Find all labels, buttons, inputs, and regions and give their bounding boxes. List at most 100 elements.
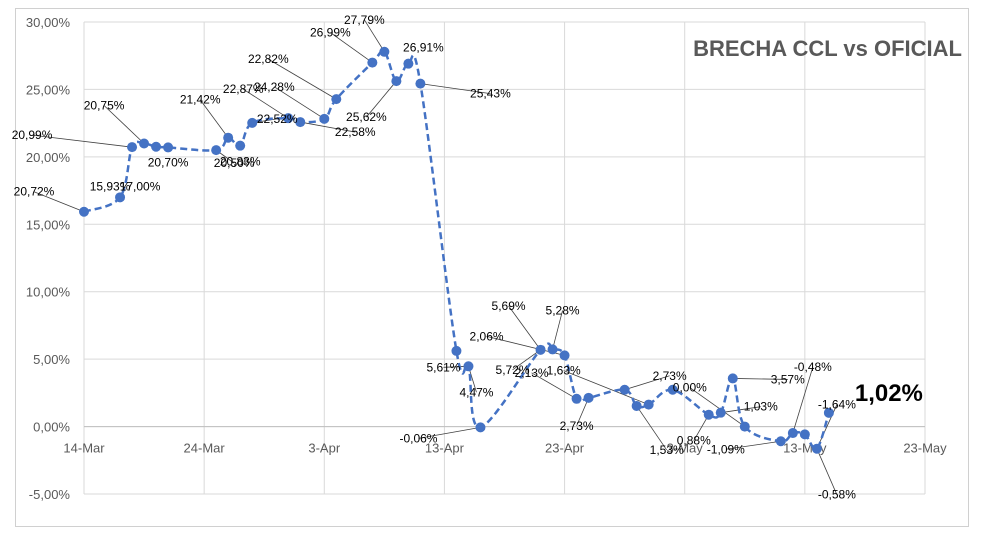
data-label: 27,79% [344,13,385,27]
x-tick-label: 23-Apr [545,441,585,456]
leader-line [418,426,481,439]
data-point [823,407,834,418]
leader-line [816,448,838,495]
data-point [127,142,138,153]
data-point [247,117,258,128]
leader-line [366,80,397,118]
leader-line [563,370,649,405]
leader-line [268,58,337,100]
chart-frame [15,8,969,527]
leader-line [531,372,577,400]
data-point [379,46,390,57]
data-point [715,407,726,418]
data-point [631,400,642,411]
data-point [775,436,786,447]
data-point [787,428,798,439]
data-label: 4,47% [459,385,493,399]
leader-line [720,406,761,414]
leader-line [32,134,133,148]
data-label: 22,82% [248,52,289,66]
leader-line [420,83,491,95]
data-label: 20,50% [214,156,255,170]
y-tick-label: -5,00% [29,487,71,502]
data-label: 25,43% [470,87,511,101]
data-label: 5,61% [426,360,460,374]
data-label: 1,63% [547,364,581,378]
data-point [463,361,474,372]
data-point [415,78,426,89]
x-tick-label: 3-May [667,441,704,456]
data-point [403,58,414,69]
data-point [367,57,378,68]
y-tick-label: 25,00% [26,82,71,97]
data-label: 20,99% [12,128,53,142]
leader-line [732,378,788,380]
leader-line [636,405,667,451]
data-point [583,392,594,403]
data-point [163,142,174,153]
leader-line [508,305,541,351]
data-point [139,138,150,149]
grid-lines [83,21,926,495]
y-tick-label: 5,00% [33,352,70,367]
leader-line [693,414,710,441]
leader-line [624,375,670,391]
data-label: 2,13% [515,366,549,380]
data-point [151,141,162,152]
data-point [319,113,330,124]
data-point [115,192,126,203]
data-label: 2,73% [653,369,687,383]
data-label: 5,69% [492,299,526,313]
data-label: 21,42% [180,93,221,107]
data-label: 22,58% [335,125,376,139]
leader-line [103,105,145,144]
data-label: 20,83% [220,155,261,169]
leader-line [199,99,229,138]
data-label: 20,75% [84,99,125,113]
data-label: -1,64% [818,398,856,412]
series-line [83,49,831,451]
data-point [295,117,306,128]
data-point [235,140,246,151]
leader-line [512,349,541,371]
data-point [619,384,630,395]
data-label: 5,72% [496,363,530,377]
data-point [283,113,294,124]
data-label: 0,00% [673,381,707,395]
chart-title: BRECHA CCL vs OFICIAL [693,36,962,61]
leader-line [330,32,373,63]
y-tick-label: 0,00% [33,420,70,435]
leader-line [725,440,781,450]
data-label: 26,99% [310,26,351,40]
x-tick-label: 14-Mar [63,441,105,456]
data-label: 3,57% [771,372,805,386]
data-point [739,421,750,432]
data-label: 1,03% [744,400,778,414]
label-leader-lines [32,19,838,495]
data-label: 17,00% [120,179,161,193]
x-tick-label: 3-Apr [308,441,340,456]
x-axis-ticks: 14-Mar 24-Mar 3-Apr 13-Apr 23-Apr 3-May 13-May… [63,441,947,456]
leader-line [300,121,356,133]
data-point [331,94,342,105]
data-point [211,145,222,156]
y-axis-ticks: -5,00% 0,00% 5,00% 10,00% 15,00% 20,00% 25,00%… [26,15,71,502]
data-label: 24,28% [254,80,295,94]
data-point [547,344,558,355]
data-point [667,384,678,395]
leader-line [552,310,563,350]
leader-line [689,387,746,427]
data-label: 22,52% [257,112,298,126]
data-label: 25,62% [346,110,387,124]
y-tick-label: 20,00% [26,150,71,165]
data-point [811,443,822,454]
leader-line [576,397,589,427]
data-label: -0,06% [399,431,437,445]
x-tick-label: 24-Mar [184,441,226,456]
data-label: 22,87% [223,82,264,96]
data-points [79,46,834,454]
data-point [451,345,462,356]
leader-line [274,86,325,120]
data-label: -0,48% [794,360,832,374]
